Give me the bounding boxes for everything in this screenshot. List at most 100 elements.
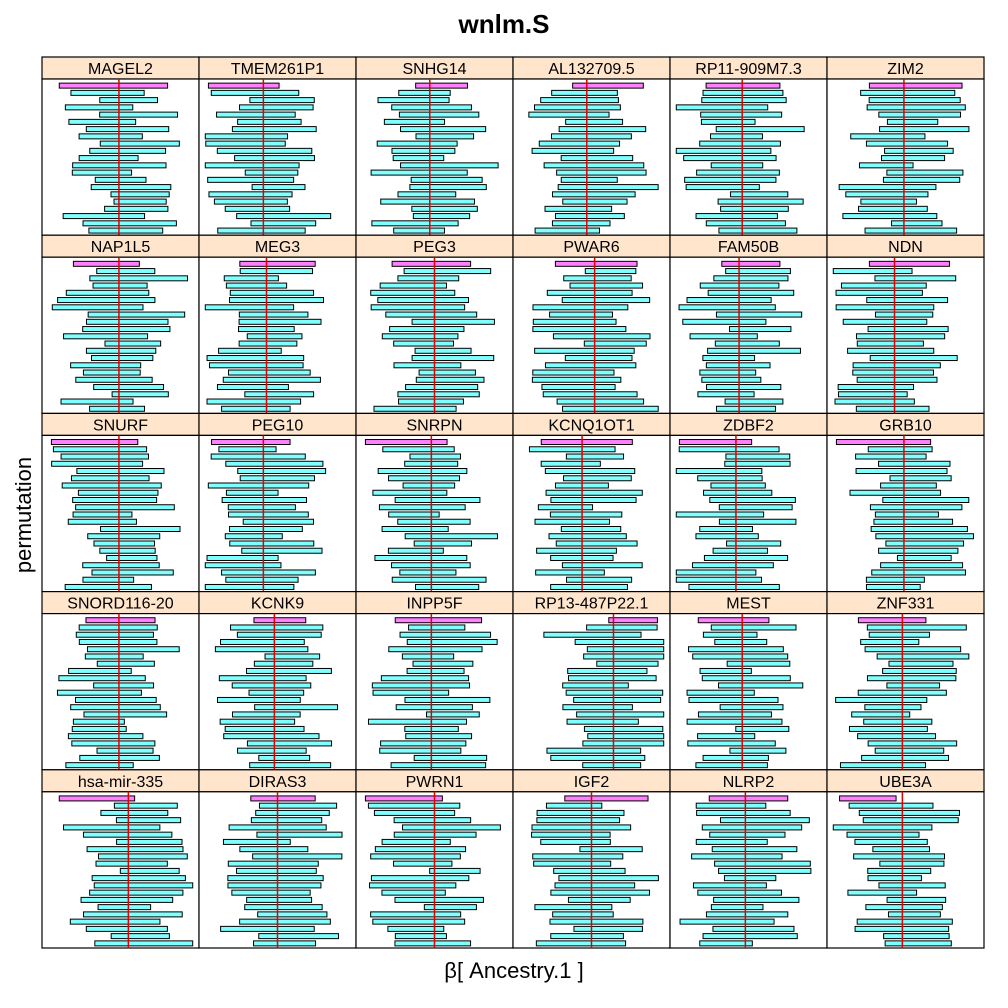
observed-interval <box>708 795 789 802</box>
permutation-interval <box>552 911 614 918</box>
permutation-interval <box>367 718 467 725</box>
strip-label: RP13-487P22.1 <box>535 596 649 613</box>
permutation-interval <box>582 740 665 747</box>
permutation-interval <box>383 118 446 125</box>
permutation-interval <box>399 569 457 576</box>
permutation-interval <box>858 162 914 169</box>
strip-label: PWAR6 <box>563 239 619 256</box>
permutation-interval <box>835 289 923 296</box>
permutation-interval <box>91 875 186 882</box>
permutation-interval <box>565 453 625 460</box>
permutation-interval <box>65 289 150 296</box>
permutation-interval <box>705 362 771 369</box>
panel-znf331: ZNF331 <box>826 590 985 771</box>
permutation-interval <box>372 918 466 925</box>
permutation-interval <box>552 333 651 340</box>
permutation-interval <box>851 711 911 718</box>
permutation-interval <box>95 860 168 867</box>
permutation-interval <box>223 733 320 740</box>
permutation-interval <box>204 304 295 311</box>
panel-fam50b: FAM50B <box>669 234 828 415</box>
permutation-interval <box>429 867 481 874</box>
permutation-interval <box>77 489 159 496</box>
permutation-interval <box>697 391 755 398</box>
permutation-interval <box>726 660 791 667</box>
permutation-interval <box>85 925 168 932</box>
permutation-interval <box>106 554 158 561</box>
permutation-interval <box>554 213 625 220</box>
permutation-interval <box>546 747 642 754</box>
panel-rp13-487p22-1: RP13-487P22.1 <box>512 590 671 771</box>
permutation-interval <box>563 475 632 482</box>
permutation-interval <box>867 867 932 874</box>
permutation-interval <box>415 376 485 383</box>
permutation-interval <box>691 562 774 569</box>
permutation-interval <box>869 355 958 362</box>
permutation-interval <box>406 638 498 645</box>
permutation-interval <box>878 460 951 467</box>
permutation-interval <box>551 220 611 227</box>
permutation-interval <box>225 576 299 583</box>
permutation-interval <box>685 184 760 191</box>
permutation-interval <box>398 89 451 96</box>
permutation-interval <box>414 347 472 354</box>
permutation-interval <box>561 562 643 569</box>
permutation-interval <box>553 867 626 874</box>
permutation-interval <box>855 333 946 340</box>
permutation-interval <box>528 111 610 118</box>
observed-interval <box>608 617 658 624</box>
observed-interval <box>207 82 280 89</box>
permutation-interval <box>850 133 926 140</box>
permutation-interval <box>832 824 933 831</box>
permutation-interval <box>697 475 763 482</box>
permutation-interval <box>848 725 928 732</box>
permutation-interval <box>860 198 917 205</box>
permutation-interval <box>411 205 478 212</box>
observed-interval <box>540 439 633 446</box>
permutation-interval <box>688 646 784 653</box>
y-axis-label: permutation <box>11 457 36 573</box>
permutation-interval <box>388 511 440 518</box>
panel-kcnk9: KCNK9 <box>198 590 357 771</box>
permutation-interval <box>58 675 146 682</box>
permutation-interval <box>228 511 309 518</box>
strip-label: SNORD116-20 <box>67 596 174 613</box>
permutation-interval <box>382 446 455 453</box>
permutation-interval <box>567 896 631 903</box>
permutation-interval <box>207 176 295 183</box>
permutation-interval <box>213 198 288 205</box>
permutation-interval <box>857 733 937 740</box>
permutation-interval <box>867 740 958 747</box>
panel-ube3a: UBE3A <box>826 769 985 949</box>
permutation-interval <box>875 533 974 540</box>
permutation-interval <box>244 391 315 398</box>
permutation-interval <box>532 318 617 325</box>
permutation-interval <box>110 933 170 940</box>
permutation-interval <box>583 653 665 660</box>
permutation-interval <box>549 918 644 925</box>
permutation-interval <box>709 831 786 838</box>
permutation-interval <box>258 933 340 940</box>
permutation-interval <box>845 191 929 198</box>
panel-snurf: SNURF <box>41 412 200 593</box>
permutation-interval <box>84 653 144 660</box>
permutation-interval <box>393 227 445 234</box>
permutation-interval <box>842 318 928 325</box>
permutation-interval <box>683 155 777 162</box>
permutation-interval <box>381 889 446 896</box>
permutation-interval <box>231 682 312 689</box>
permutation-interval <box>241 547 323 554</box>
permutation-interval <box>715 405 777 412</box>
permutation-interval <box>63 333 149 340</box>
permutation-interval <box>401 653 455 660</box>
permutation-interval <box>75 376 153 383</box>
permutation-interval <box>725 453 791 460</box>
strip-label: SNHG14 <box>402 61 466 78</box>
permutation-interval <box>229 525 303 532</box>
permutation-interval <box>583 340 647 347</box>
permutation-interval <box>229 289 315 296</box>
permutation-interval <box>78 155 139 162</box>
permutation-interval <box>889 475 952 482</box>
permutation-interval <box>68 118 137 125</box>
permutation-interval <box>688 583 780 590</box>
